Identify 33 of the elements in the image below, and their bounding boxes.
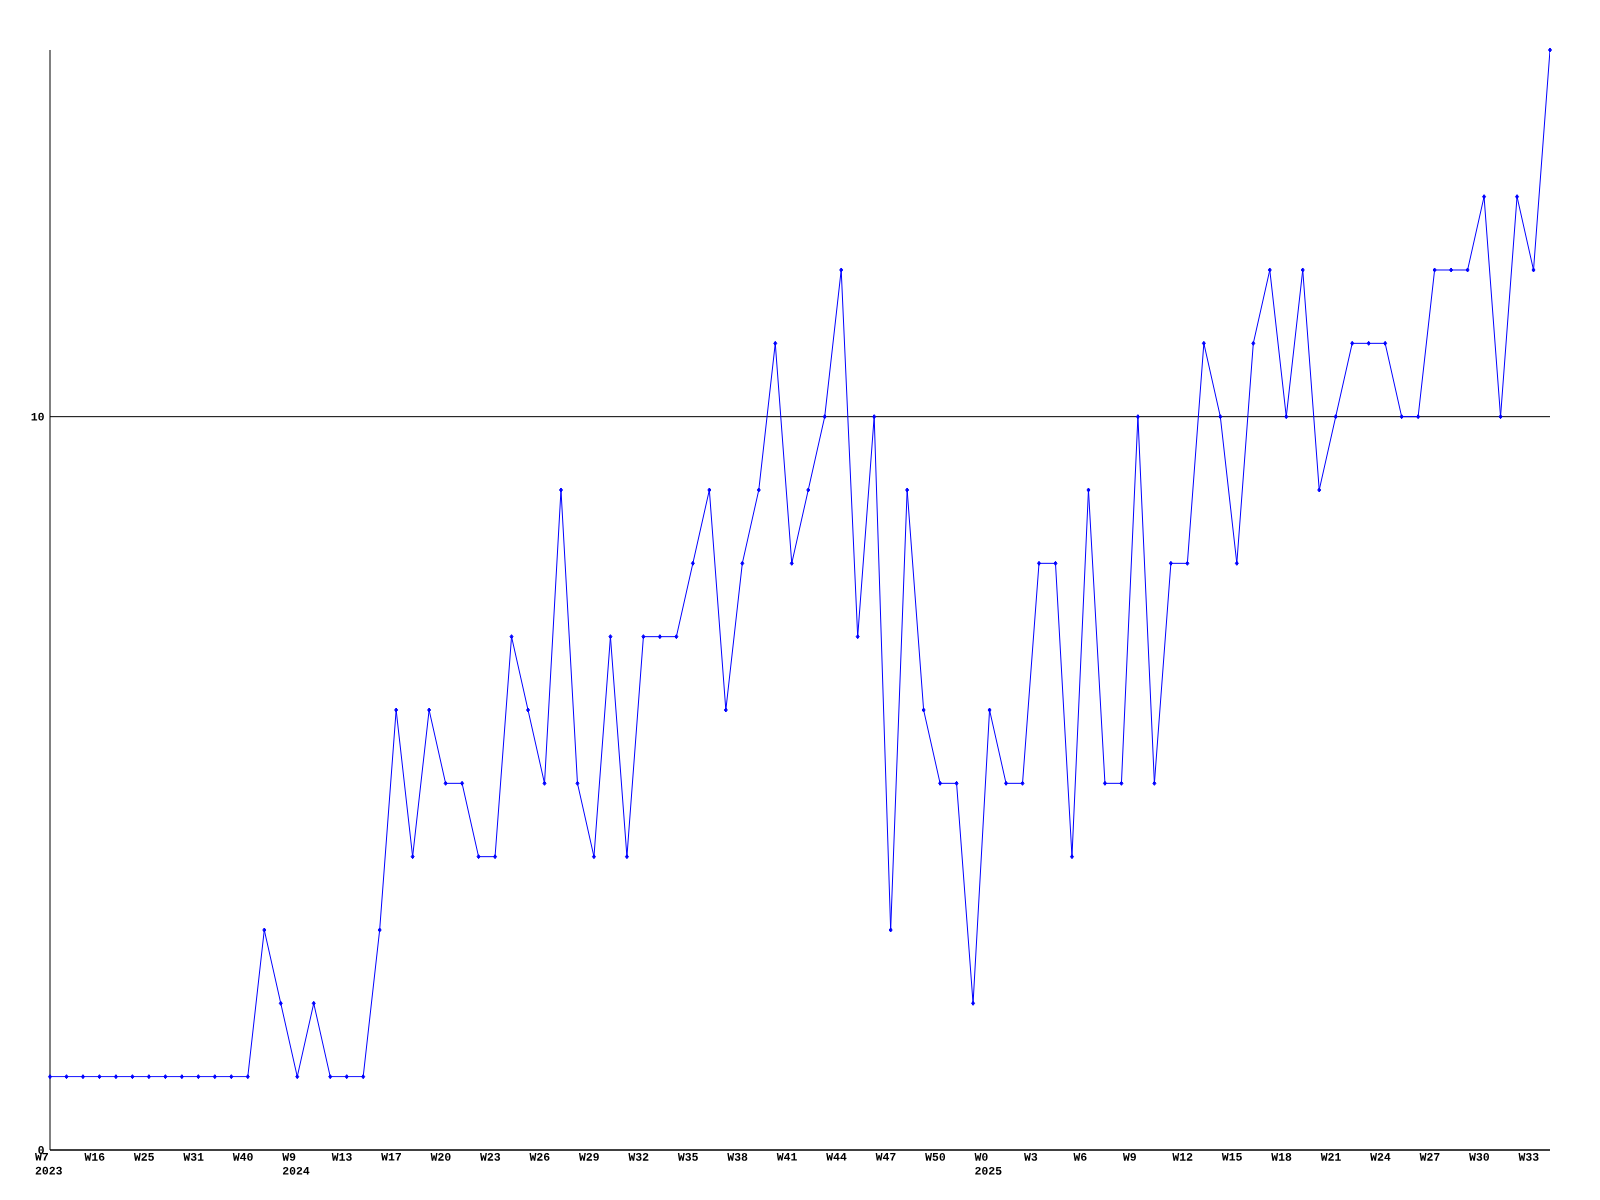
x-tick-label: W9: [1122, 1153, 1136, 1161]
x-tick-label: W15: [1221, 1153, 1242, 1161]
x-tick-label: W26: [529, 1153, 550, 1161]
x-tick-label: W13: [331, 1153, 352, 1161]
x-tick-label: W40: [232, 1153, 253, 1161]
x-tick-label: W18: [1271, 1153, 1292, 1161]
x-tick-label: W17: [381, 1153, 401, 1161]
x-tick-label: W7 2023: [35, 1153, 62, 1175]
x-tick-label: W24: [1370, 1153, 1391, 1161]
x-tick-label: W0 2025: [974, 1153, 1002, 1175]
x-tick-label: W33: [1518, 1153, 1539, 1161]
x-tick-label: W25: [133, 1153, 154, 1161]
x-tick-label: W30: [1469, 1153, 1490, 1161]
x-tick-label: W31: [183, 1153, 204, 1161]
y-tick-label: 0: [38, 1146, 44, 1154]
x-tick-label: W12: [1172, 1153, 1193, 1161]
y-tick-label: 10: [31, 412, 44, 421]
x-tick-label: W16: [84, 1153, 105, 1161]
x-tick-label: W9 2024: [282, 1153, 310, 1175]
x-tick-label: W21: [1320, 1153, 1341, 1161]
x-tick-label: W47: [875, 1153, 896, 1161]
x-tick-label: W23: [480, 1153, 501, 1161]
x-tick-label: W3: [1024, 1153, 1038, 1161]
x-tick-label: W35: [677, 1153, 698, 1161]
x-tick-label: W50: [925, 1153, 946, 1161]
x-tick-label: W32: [628, 1153, 649, 1161]
x-tick-label: W38: [727, 1153, 748, 1161]
x-tick-label: W27: [1419, 1153, 1440, 1161]
x-tick-label: W41: [776, 1153, 797, 1161]
x-tick-label: W20: [430, 1153, 451, 1161]
x-tick-label: W44: [826, 1153, 847, 1161]
x-tick-label: W29: [578, 1153, 599, 1161]
x-tick-label: W6: [1073, 1153, 1087, 1161]
